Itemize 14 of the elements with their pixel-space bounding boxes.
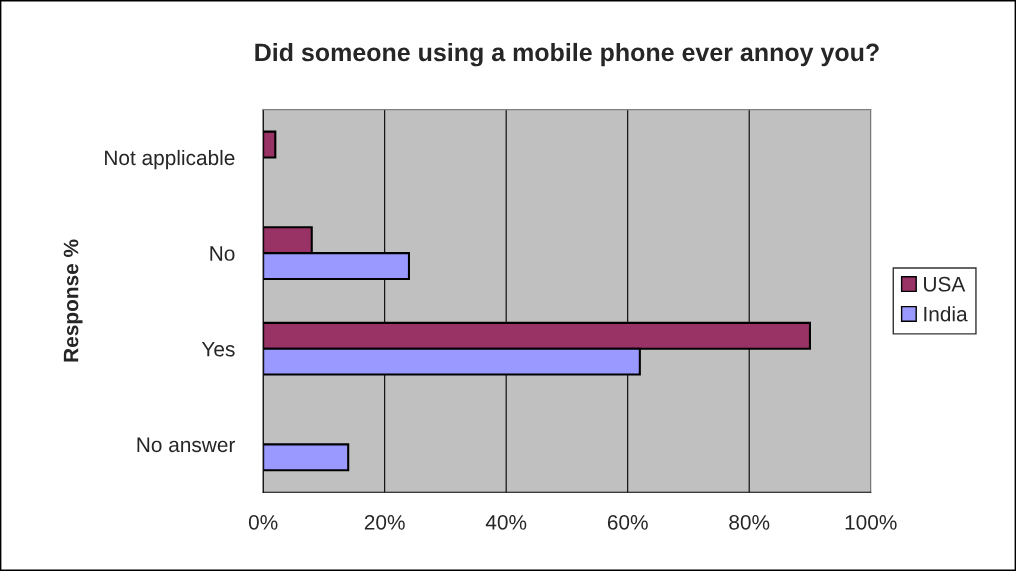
x-tick-label: 20% <box>364 514 405 530</box>
y-tick-label: Yes <box>201 341 235 357</box>
y-axis-title: Response % <box>63 239 83 362</box>
x-tick-label: 60% <box>607 514 648 530</box>
y-tick-label: No answer <box>137 437 236 453</box>
x-tick-label: 80% <box>729 514 770 530</box>
x-tick-label: 100% <box>845 514 897 530</box>
y-tick-label: No <box>210 246 235 261</box>
y-tick-label: Not applicable <box>105 149 235 170</box>
legend-label: India <box>924 306 968 322</box>
x-tick-label: 40% <box>485 514 527 530</box>
chart-title: Did someone using a mobile phone ever annoy you? <box>255 42 879 67</box>
legend-label: USA <box>924 276 966 292</box>
x-tick-label: 0% <box>248 514 278 530</box>
